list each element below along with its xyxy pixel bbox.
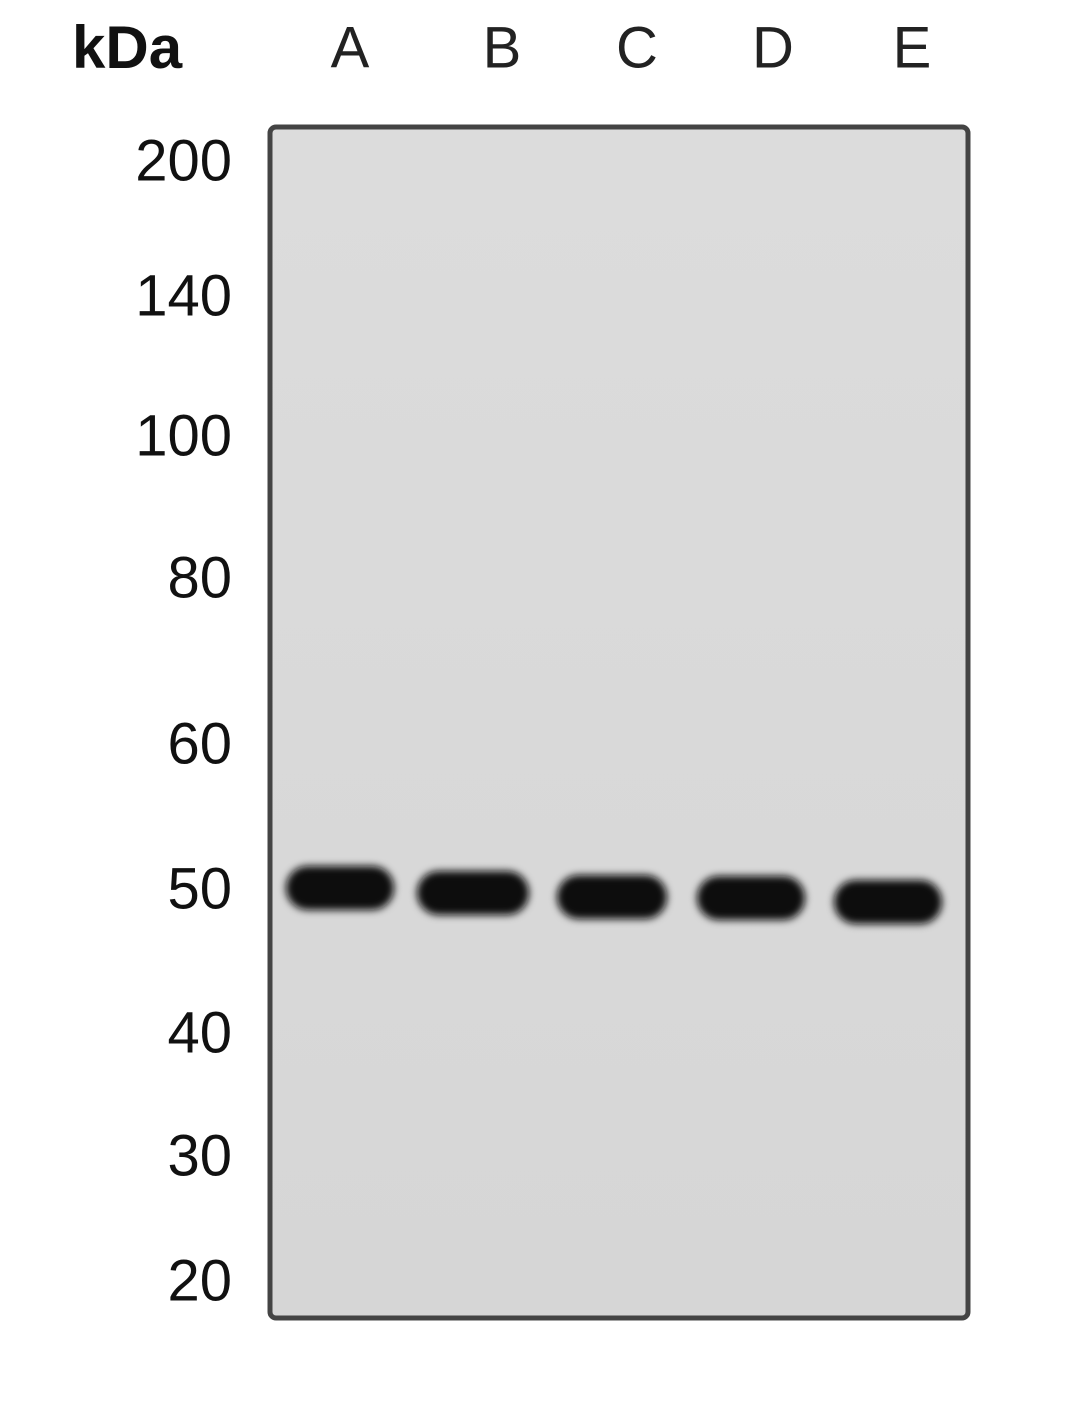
marker-label: 40 <box>167 1000 232 1065</box>
lane-label: B <box>483 15 522 80</box>
lane-label: C <box>616 15 658 80</box>
lane-label: A <box>331 15 370 80</box>
lane-label: D <box>752 15 794 80</box>
marker-label: 20 <box>167 1248 232 1313</box>
marker-label: 140 <box>135 263 232 328</box>
marker-label: 80 <box>167 545 232 610</box>
blot-content: 200 140 100 80 60 50 40 30 20 A B C D E <box>135 15 942 1313</box>
protein-band <box>286 866 394 910</box>
marker-label: 100 <box>135 403 232 468</box>
protein-band <box>557 875 667 919</box>
marker-label: 50 <box>167 856 232 921</box>
marker-label: 30 <box>167 1123 232 1188</box>
unit-label: kDa <box>72 14 183 81</box>
blot-membrane <box>267 124 971 1321</box>
marker-label: 200 <box>135 128 232 193</box>
lane-label: E <box>893 15 932 80</box>
protein-band <box>834 880 942 924</box>
protein-band <box>417 871 529 915</box>
marker-label: 60 <box>167 711 232 776</box>
protein-band <box>697 876 805 920</box>
